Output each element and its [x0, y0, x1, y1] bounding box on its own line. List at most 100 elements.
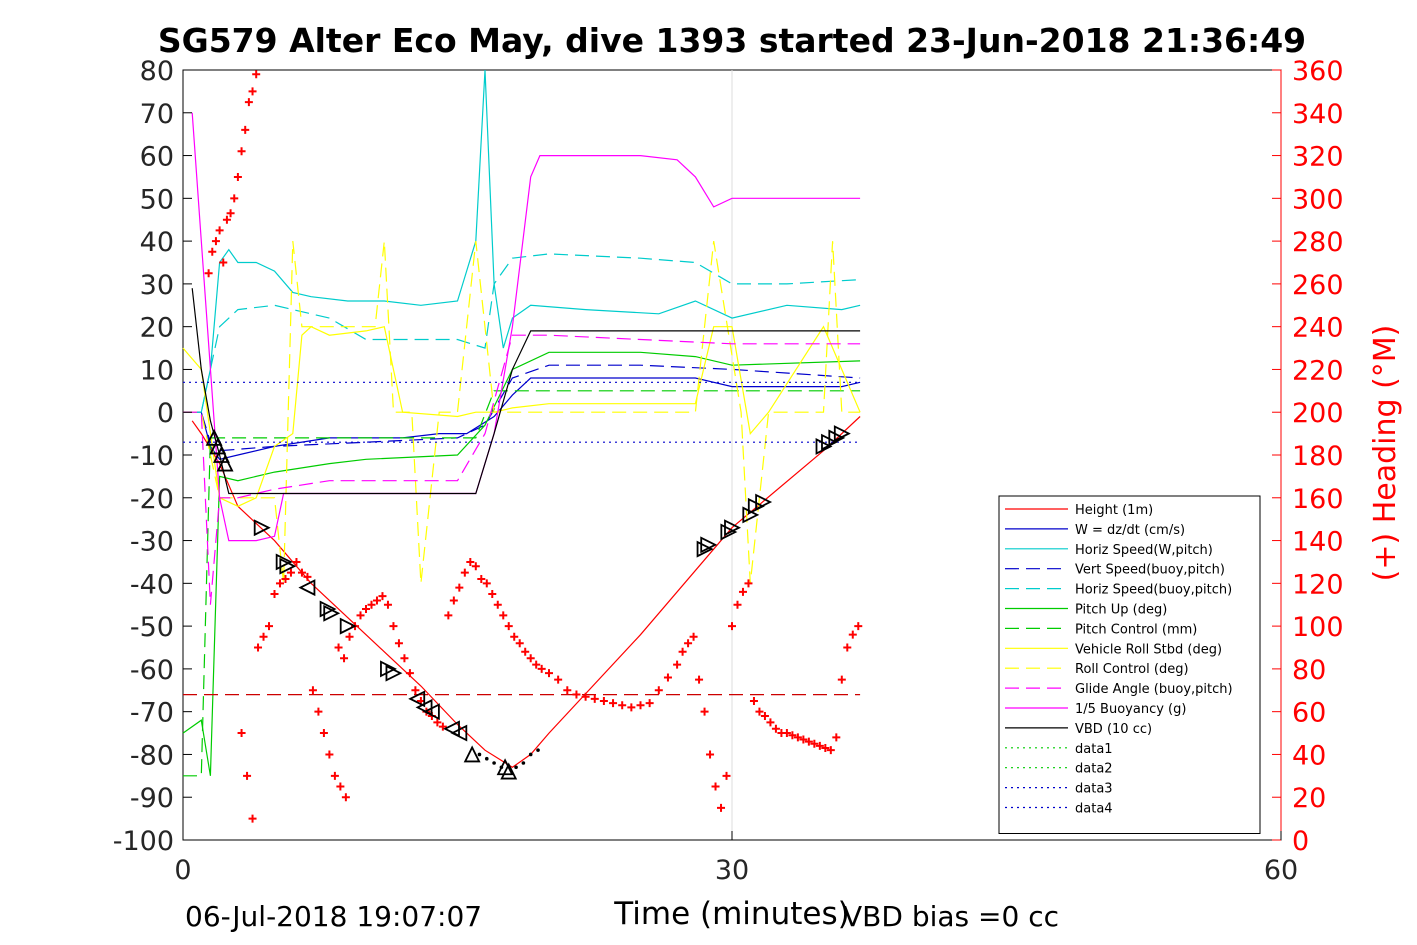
legend-label: Roll Control (deg) — [1075, 662, 1189, 677]
heading-point — [760, 711, 769, 720]
heading-point — [219, 258, 228, 267]
right-axis-label: (+) Heading (°M) — [1368, 325, 1403, 582]
x-tick-label: 0 — [174, 855, 191, 886]
legend-label: W = dz/dt (cm/s) — [1075, 523, 1185, 538]
heading-point — [738, 587, 747, 596]
heading-point — [433, 718, 442, 727]
heading-point — [609, 699, 618, 708]
y-right-tick-label: 260 — [1292, 270, 1344, 301]
y-right-tick-label: 300 — [1292, 184, 1344, 215]
series-layer — [182, 69, 861, 777]
heading-point — [336, 782, 345, 791]
heading-point — [832, 733, 841, 742]
legend-label: Glide Angle (buoy,pitch) — [1075, 682, 1233, 697]
heading-point — [378, 592, 387, 601]
heading-point — [684, 639, 693, 648]
heading-point — [532, 660, 541, 669]
y-left-tick-label: 50 — [140, 184, 174, 215]
heading-point — [325, 750, 334, 759]
heading-point — [405, 669, 414, 678]
heading-point — [627, 703, 636, 712]
direction-marker — [298, 579, 316, 597]
heading-point — [618, 701, 627, 710]
y-right-tick-label: 0 — [1292, 826, 1309, 857]
heading-point — [286, 568, 295, 577]
direction-marker — [450, 724, 468, 742]
heading-point — [766, 718, 775, 727]
direction-marker — [275, 553, 293, 571]
y-right-tick-label: 80 — [1292, 655, 1326, 686]
track-dot — [514, 765, 518, 770]
heading-point — [854, 622, 863, 631]
heading-point — [297, 568, 306, 577]
heading-point — [515, 639, 524, 648]
heading-point — [275, 579, 284, 588]
y-right-tick-label: 200 — [1292, 398, 1344, 429]
series-line-7 — [182, 325, 861, 507]
heading-point — [581, 692, 590, 701]
heading-point — [554, 675, 563, 684]
y-left-tick-label: -40 — [130, 569, 174, 600]
heading-point — [733, 600, 742, 609]
y-right-tick-label: 140 — [1292, 527, 1344, 558]
heading-point — [526, 654, 535, 663]
heading-point — [303, 572, 312, 581]
heading-point — [383, 600, 392, 609]
heading-point — [204, 269, 213, 278]
series-line-9 — [183, 334, 861, 605]
heading-point — [482, 579, 491, 588]
series-line-3 — [183, 364, 861, 452]
direction-markers — [205, 425, 851, 780]
heading-point — [826, 746, 835, 755]
heading-point — [700, 707, 709, 716]
series-line-2 — [183, 69, 861, 413]
heading-point — [438, 722, 447, 731]
y-right-tick-label: 280 — [1292, 227, 1344, 258]
heading-point — [394, 639, 403, 648]
heading-point — [711, 782, 720, 791]
legend-label: data1 — [1075, 742, 1113, 757]
direction-marker — [833, 425, 851, 443]
y-right-tick-label: 340 — [1292, 99, 1344, 130]
y-left-tick-label: -80 — [130, 740, 174, 771]
y-left-tick-label: 70 — [140, 99, 174, 130]
heading-point — [590, 694, 599, 703]
direction-marker — [385, 664, 403, 682]
track-dot — [477, 752, 482, 757]
y-right-tick-label: 120 — [1292, 569, 1344, 600]
heading-point — [222, 215, 231, 224]
legend-label: Pitch Control (mm) — [1075, 622, 1197, 637]
series-line-5 — [182, 351, 861, 776]
x-tick-label: 60 — [1264, 855, 1298, 886]
legend-box — [998, 495, 1261, 834]
direction-marker — [742, 506, 760, 524]
heading-point — [471, 562, 480, 571]
heading-point — [810, 739, 819, 748]
legend-label: Vert Speed(buoy,pitch) — [1075, 563, 1225, 578]
heading-point — [243, 771, 252, 780]
y-right-tick-label: 220 — [1292, 355, 1344, 386]
heading-point — [599, 696, 608, 705]
heading-point — [244, 98, 253, 107]
heading-point — [211, 237, 220, 246]
y-left-tick-label: -30 — [130, 527, 174, 558]
y-right-tick-label: 160 — [1292, 484, 1344, 515]
y-left-tick-label: 60 — [140, 142, 174, 173]
legend-label: Pitch Up (deg) — [1075, 603, 1167, 618]
heading-point — [226, 209, 235, 218]
heading-point — [265, 622, 274, 631]
y-left-tick-label: -20 — [130, 484, 174, 515]
heading-point — [744, 579, 753, 588]
heading-point — [248, 814, 257, 823]
heading-point — [356, 611, 365, 620]
footer-vbd-bias: VBD bias =0 cc — [843, 900, 1059, 933]
direction-marker — [380, 660, 397, 678]
heading-point — [449, 596, 458, 605]
heading-point — [345, 632, 354, 641]
direction-marker — [422, 703, 440, 721]
heading-point — [848, 630, 857, 639]
heading-point — [695, 675, 704, 684]
heading-point — [460, 568, 469, 577]
heading-point — [340, 654, 349, 663]
